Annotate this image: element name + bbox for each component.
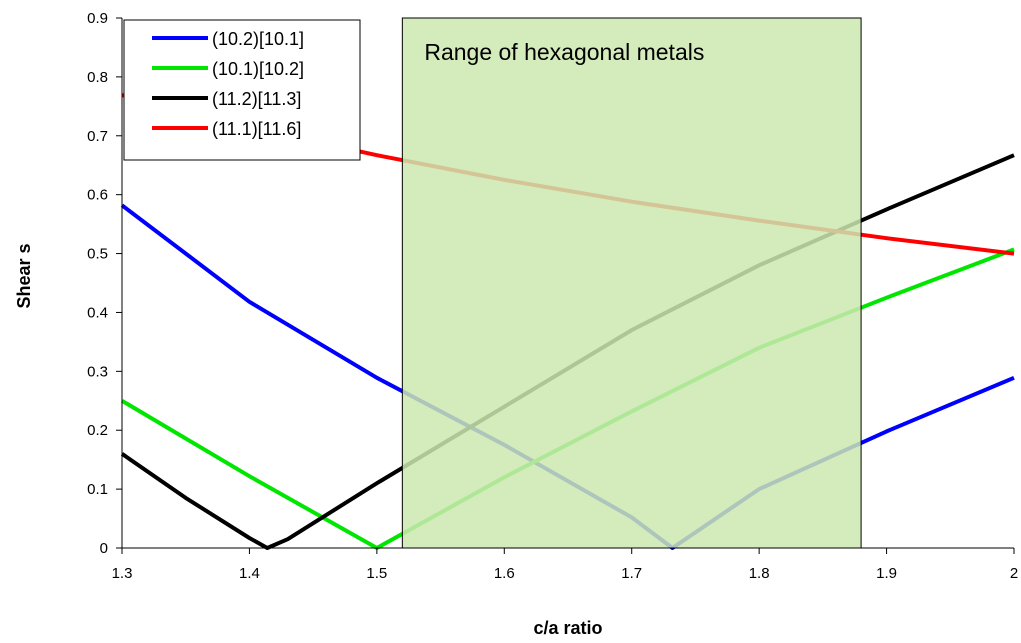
y-axis-title: Shear s (14, 243, 34, 308)
y-tick-label: 0.9 (87, 10, 108, 27)
legend-label: (11.2)[11.3] (212, 89, 301, 109)
hexagonal-metals-region (401, 17, 862, 549)
x-tick-label: 1.5 (366, 565, 387, 582)
x-tick-label: 1.9 (876, 565, 897, 582)
y-tick-label: 0 (100, 540, 108, 557)
y-tick-label: 0.5 (87, 246, 108, 263)
legend-label: (11.1)[11.6] (212, 119, 301, 139)
y-tick-label: 0.8 (87, 69, 108, 86)
y-tick-label: 0.3 (87, 363, 108, 380)
x-axis-title: c/a ratio (533, 618, 602, 638)
legend-box (123, 19, 361, 161)
overlay-layer: Range of hexagonal metals (401, 17, 862, 549)
y-tick-label: 0.1 (87, 481, 108, 498)
x-tick-label: 1.4 (239, 565, 260, 582)
y-tick-label: 0.6 (87, 187, 108, 204)
axis-layer: 0 0.1 0.2 0.3 0.4 0.5 0.6 0.7 0.8 0.9 1.3 1.4 1.5 1.6… (87, 10, 1018, 582)
y-tick-label: 0.4 (87, 304, 108, 321)
y-tick-label: 0.7 (87, 128, 108, 145)
x-tick-label: 1.7 (621, 565, 642, 582)
x-tick-label: 1.6 (494, 565, 515, 582)
x-tick-label: 2 (1010, 565, 1018, 582)
y-tick-label: 0.2 (87, 422, 108, 439)
legend-label: (10.2)[10.1] (212, 29, 304, 49)
legend-label: (10.1)[10.2] (212, 59, 304, 79)
region-label: Range of hexagonal metals (424, 39, 704, 65)
x-tick-label: 1.8 (749, 565, 770, 582)
x-tick-label: 1.3 (112, 565, 133, 582)
legend: (10.2)[10.1] (10.1)[10.2] (11.2)[11.3] (11.… (123, 19, 361, 161)
